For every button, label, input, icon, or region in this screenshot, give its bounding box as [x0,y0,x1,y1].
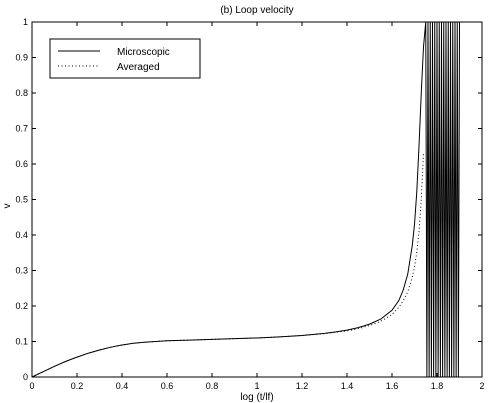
x-tick-label: 0.2 [71,381,84,391]
y-tick-label: 0.5 [15,195,28,205]
axis-ticks [31,21,483,378]
x-tick-label: 0.4 [116,381,129,391]
x-tick-label: 1.4 [341,381,354,391]
y-tick-label: 0.8 [15,88,28,98]
x-axis-label: log (t/lf) [240,392,273,403]
legend-box [49,38,201,79]
series-line-averaged [31,153,424,378]
legend: Microscopic Averaged [49,38,201,79]
y-tick-label: 0.7 [15,124,28,134]
y-tick-label: 0.3 [15,266,28,276]
x-tick-label: 1.8 [431,381,444,391]
y-tick-label: 0.6 [15,159,28,169]
x-tick-label: 1.6 [386,381,399,391]
y-tick-label: 1 [23,17,28,27]
y-tick-label: 0 [23,372,28,382]
x-tick-label: 1 [254,381,259,391]
legend-label-microscopic: Microscopic [117,47,170,58]
y-tick-label: 0.9 [15,53,28,63]
y-tick-label: 0.4 [15,230,28,240]
series-line-microscopic [31,21,460,378]
x-tick-label: 2 [479,381,484,391]
chart-title: (b) Loop velocity [220,5,293,16]
y-axis-label: v [2,204,13,209]
y-tick-label: 0.2 [15,301,28,311]
x-tick-label: 0.8 [206,381,219,391]
x-tick-label: 0.6 [161,381,174,391]
x-tick-label: 1.2 [296,381,309,391]
axis-tick-labels: 0 0.2 0.4 0.6 0.8 1 1.2 1.4 1.6 1.8 2 0 0.1 0.2 0.3 0.4… [15,17,484,391]
x-tick-label: 0 [29,381,34,391]
series-layer [31,21,460,378]
y-tick-label: 0.1 [15,337,28,347]
legend-label-averaged: Averaged [117,62,160,73]
